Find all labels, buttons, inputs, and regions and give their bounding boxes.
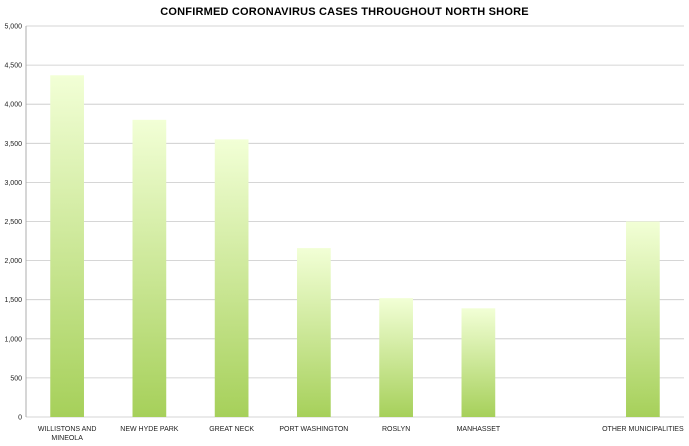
y-tick-label: 1,000 bbox=[4, 336, 22, 343]
x-tick-label: OTHER MUNICIPALITIES bbox=[602, 426, 684, 433]
bar bbox=[132, 119, 167, 417]
y-tick-label: 2,000 bbox=[4, 258, 22, 265]
y-tick-label: 5,000 bbox=[4, 24, 22, 31]
x-tick-label: MANHASSET bbox=[457, 426, 501, 433]
y-tick-label: 4,000 bbox=[4, 102, 22, 109]
x-tick-label: WILLISTONS AND MINEOLA bbox=[38, 426, 97, 442]
y-tick-label: 4,500 bbox=[4, 63, 22, 70]
x-tick-label: NEW HYDE PARK bbox=[120, 426, 179, 433]
y-tick-label: 2,500 bbox=[4, 219, 22, 226]
x-tick-label: ROSLYN bbox=[382, 426, 410, 433]
gridlines bbox=[26, 25, 684, 418]
bar bbox=[214, 139, 249, 417]
bar bbox=[461, 308, 496, 417]
y-tick-label: 0 bbox=[18, 415, 22, 422]
bar bbox=[50, 75, 84, 418]
y-tick-labels: 0 500 1,000 1,500 2,000 2,500 3,000 3,500 4,000 4… bbox=[4, 24, 22, 422]
bar bbox=[626, 221, 660, 417]
y-tick-label: 1,500 bbox=[4, 297, 22, 304]
x-tick-label: PORT WASHINGTON bbox=[279, 426, 348, 433]
y-tick-label: 3,000 bbox=[4, 180, 22, 187]
chart-title: CONFIRMED CORONAVIRUS CASES THROUGHOUT N… bbox=[160, 6, 529, 18]
bar bbox=[297, 248, 331, 417]
y-tick-label: 3,500 bbox=[4, 141, 22, 148]
y-tick-label: 500 bbox=[10, 375, 22, 382]
bars bbox=[50, 75, 660, 418]
x-tick-label: GREAT NECK bbox=[209, 426, 254, 433]
bar bbox=[379, 298, 413, 417]
